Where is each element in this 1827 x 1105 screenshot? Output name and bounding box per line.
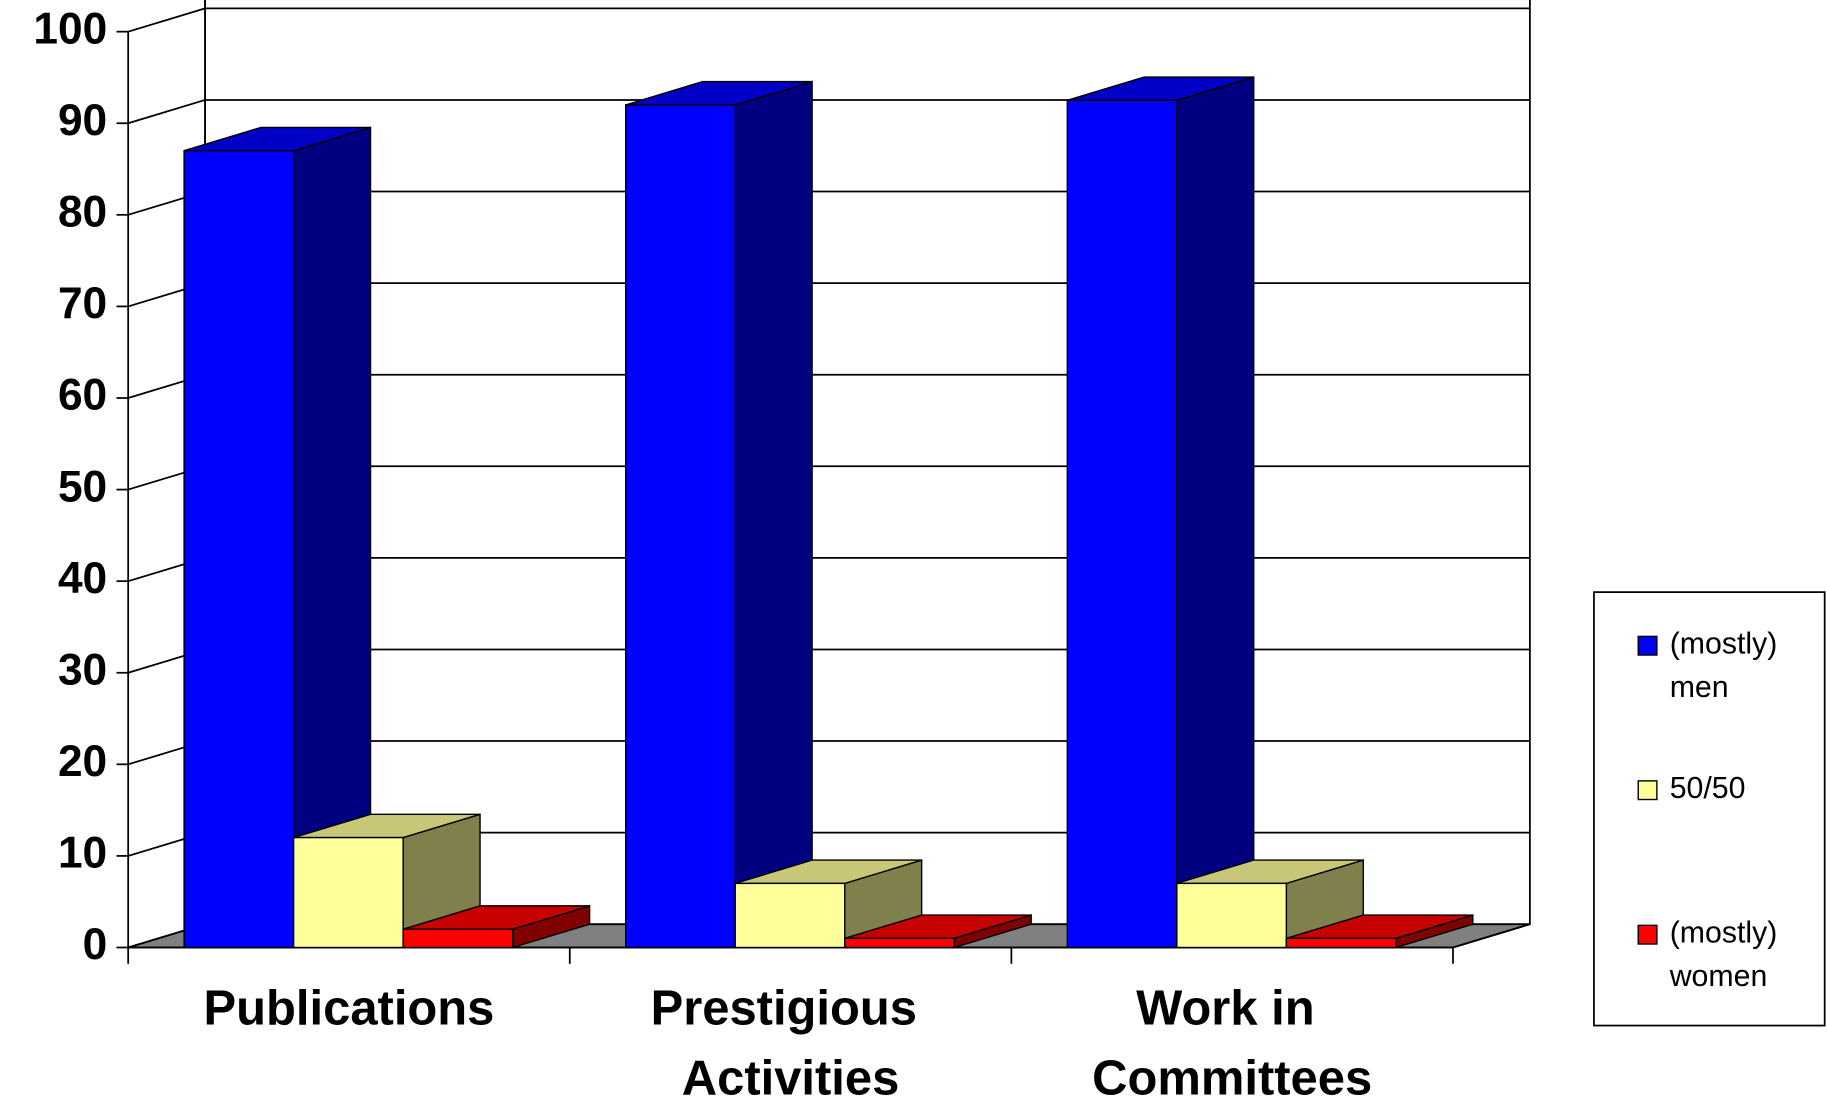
bar	[183, 126, 372, 949]
y-tick-label: 20	[58, 737, 107, 786]
legend-label: (mostly) women	[1669, 917, 1786, 993]
x-tick-label: Work in Committees	[1092, 982, 1372, 1105]
y-tick-label: 50	[58, 462, 107, 511]
bar	[1066, 76, 1255, 949]
y-tick-label: 100	[33, 4, 107, 53]
y-tick-label: 30	[58, 645, 107, 694]
grid-line-side	[127, 99, 206, 125]
y-tick-label: 70	[58, 279, 107, 328]
bar	[844, 914, 1032, 949]
bar-front	[402, 928, 514, 949]
legend-swatch	[1637, 635, 1658, 656]
bar	[1285, 914, 1474, 949]
bar-front	[734, 882, 846, 949]
y-tick-label: 10	[58, 829, 107, 878]
bar-side	[1176, 76, 1255, 949]
y-tick-label: 60	[58, 371, 107, 420]
bar-front	[625, 104, 736, 949]
back-wall	[204, 0, 1531, 926]
legend-label: (mostly) men	[1670, 628, 1786, 704]
bar-front	[1066, 99, 1178, 949]
bar-front	[183, 150, 295, 949]
bar-front	[292, 836, 404, 949]
x-tick-label: Prestigious Activities	[651, 982, 931, 1105]
legend-swatch	[1637, 924, 1658, 945]
legend-label: 50/50	[1670, 772, 1746, 805]
legend-box	[1593, 591, 1826, 1027]
x-tick-label: Publications	[204, 982, 495, 1036]
floor-edge	[1452, 923, 1531, 949]
bar-front	[1285, 937, 1397, 949]
grid-line-side	[127, 7, 206, 33]
legend-swatch	[1637, 780, 1658, 801]
y-tick-label: 0	[83, 920, 108, 969]
y-tick-label: 80	[58, 188, 107, 237]
bar-front	[1176, 882, 1288, 949]
bar-side	[734, 80, 813, 949]
y-tick-label: 40	[58, 554, 107, 603]
bar-front	[844, 937, 955, 949]
y-tick-label: 90	[58, 96, 107, 145]
bar	[625, 80, 813, 949]
bar	[402, 904, 591, 949]
